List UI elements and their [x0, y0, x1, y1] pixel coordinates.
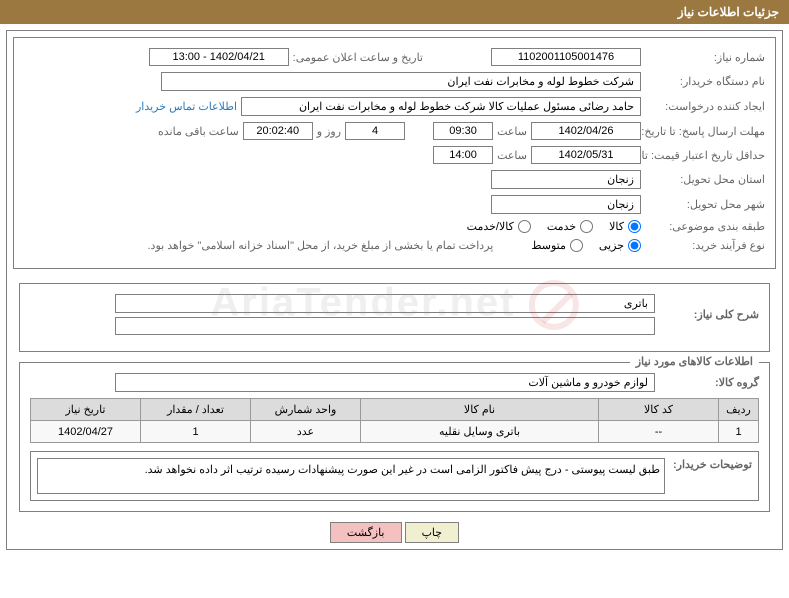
buyer-org-value: شرکت خطوط لوله و مخابرات نفت ایران: [161, 72, 641, 91]
row-process-type: نوع فرآیند خرید: جزیی متوسط پرداخت تمام …: [24, 239, 765, 252]
td-code: --: [599, 421, 719, 443]
contact-link[interactable]: اطلاعات تماس خریدار: [136, 100, 237, 113]
td-name: باتری وسایل نقلیه: [361, 421, 599, 443]
button-bar: چاپ بازگشت: [13, 522, 776, 543]
th-unit: واحد شمارش: [251, 399, 361, 421]
goods-info-title: اطلاعات کالاهای مورد نیاز: [630, 355, 759, 368]
th-row: ردیف: [719, 399, 759, 421]
remaining-time-value: 20:02:40: [243, 122, 313, 140]
row-delivery-city: شهر محل تحویل: زنجان: [24, 195, 765, 214]
radio-service[interactable]: خدمت: [547, 220, 593, 233]
buyer-org-label: نام دستگاه خریدار:: [645, 75, 765, 88]
days-count-value: 4: [345, 122, 405, 140]
table-header-row: ردیف کد کالا نام کالا واحد شمارش تعداد /…: [31, 399, 759, 421]
announce-datetime-label: تاریخ و ساعت اعلان عمومی:: [293, 51, 423, 64]
table-row: 1 -- باتری وسایل نقلیه عدد 1 1402/04/27: [31, 421, 759, 443]
radio-goods-input[interactable]: [628, 220, 641, 233]
main-form: شماره نیاز: 1102001105001476 تاریخ و ساع…: [13, 37, 776, 269]
price-validity-time-value: 14:00: [433, 146, 493, 164]
time-label-1: ساعت: [497, 125, 527, 138]
goods-table: ردیف کد کالا نام کالا واحد شمارش تعداد /…: [30, 398, 759, 443]
general-desc-section: شرح کلی نیاز: باتری: [19, 283, 770, 352]
buyer-notes-content: طبق لیست پیوستی - درج پیش فاکتور الزامی …: [37, 458, 665, 494]
th-qty: تعداد / مقدار: [141, 399, 251, 421]
process-radio-group: جزیی متوسط: [531, 239, 641, 252]
days-and-label: روز و: [317, 125, 341, 138]
radio-small[interactable]: جزیی: [599, 239, 641, 252]
response-time-value: 09:30: [433, 122, 493, 140]
goods-group-label: گروه کالا:: [659, 376, 759, 389]
delivery-city-label: شهر محل تحویل:: [645, 198, 765, 211]
radio-goods-service-label: کالا/خدمت: [467, 220, 514, 233]
td-date: 1402/04/27: [31, 421, 141, 443]
radio-service-input[interactable]: [580, 220, 593, 233]
back-button[interactable]: بازگشت: [330, 522, 402, 543]
radio-medium[interactable]: متوسط: [531, 239, 583, 252]
radio-medium-input[interactable]: [570, 239, 583, 252]
goods-group-value: لوازم خودرو و ماشین آلات: [115, 373, 655, 392]
time-label-2: ساعت: [497, 149, 527, 162]
radio-goods-service[interactable]: کالا/خدمت: [467, 220, 531, 233]
delivery-province-label: استان محل تحویل:: [645, 173, 765, 186]
delivery-province-value: زنجان: [491, 170, 641, 189]
remaining-label: ساعت باقی مانده: [158, 125, 239, 138]
price-validity-label: حداقل تاریخ اعتبار قیمت: تا تاریخ:: [645, 149, 765, 162]
category-label: طبقه بندی موضوعی:: [645, 220, 765, 233]
th-date: تاریخ نیاز: [31, 399, 141, 421]
requester-label: ایجاد کننده درخواست:: [645, 100, 765, 113]
page-title: جزئیات اطلاعات نیاز: [678, 5, 779, 19]
print-button[interactable]: چاپ: [405, 522, 460, 543]
general-desc-label: شرح کلی نیاز:: [659, 308, 759, 321]
outer-container: شماره نیاز: 1102001105001476 تاریخ و ساع…: [6, 30, 783, 550]
radio-small-input[interactable]: [628, 239, 641, 252]
delivery-city-value: زنجان: [491, 195, 641, 214]
need-number-value: 1102001105001476: [491, 48, 641, 66]
buyer-notes-label: توضیحات خریدار:: [673, 458, 752, 471]
row-need-number: شماره نیاز: 1102001105001476 تاریخ و ساع…: [24, 48, 765, 66]
page-header: جزئیات اطلاعات نیاز: [0, 0, 789, 24]
general-desc-extra: [115, 317, 655, 335]
row-category: طبقه بندی موضوعی: کالا خدمت کالا/خدمت: [24, 220, 765, 233]
radio-medium-label: متوسط: [531, 239, 566, 252]
radio-goods-label: کالا: [609, 220, 624, 233]
goods-info-section: اطلاعات کالاهای مورد نیاز گروه کالا: لوا…: [19, 362, 770, 512]
response-deadline-label: مهلت ارسال پاسخ: تا تاریخ:: [645, 125, 765, 138]
row-delivery-province: استان محل تحویل: زنجان: [24, 170, 765, 189]
radio-small-label: جزیی: [599, 239, 624, 252]
need-number-label: شماره نیاز:: [645, 51, 765, 64]
buyer-notes-area: توضیحات خریدار: طبق لیست پیوستی - درج پی…: [30, 451, 759, 501]
row-price-validity: حداقل تاریخ اعتبار قیمت: تا تاریخ: 1402/…: [24, 146, 765, 164]
row-requester: ایجاد کننده درخواست: حامد رضائی مسئول عم…: [24, 97, 765, 116]
th-name: نام کالا: [361, 399, 599, 421]
td-row: 1: [719, 421, 759, 443]
row-buyer-org: نام دستگاه خریدار: شرکت خطوط لوله و مخاب…: [24, 72, 765, 91]
process-type-label: نوع فرآیند خرید:: [645, 239, 765, 252]
radio-goods-service-input[interactable]: [518, 220, 531, 233]
row-general-desc: شرح کلی نیاز: باتری: [30, 294, 759, 335]
row-response-deadline: مهلت ارسال پاسخ: تا تاریخ: 1402/04/26 سا…: [24, 122, 765, 140]
radio-service-label: خدمت: [547, 220, 576, 233]
price-validity-date-value: 1402/05/31: [531, 146, 641, 164]
th-code: کد کالا: [599, 399, 719, 421]
response-date-value: 1402/04/26: [531, 122, 641, 140]
td-qty: 1: [141, 421, 251, 443]
payment-note: پرداخت تمام یا بخشی از مبلغ خرید، از محل…: [148, 239, 494, 252]
td-unit: عدد: [251, 421, 361, 443]
general-desc-value: باتری: [115, 294, 655, 313]
announce-datetime-value: 1402/04/21 - 13:00: [149, 48, 289, 66]
category-radio-group: کالا خدمت کالا/خدمت: [467, 220, 641, 233]
row-goods-group: گروه کالا: لوازم خودرو و ماشین آلات: [30, 373, 759, 392]
requester-value: حامد رضائی مسئول عملیات کالا شرکت خطوط ل…: [241, 97, 641, 116]
radio-goods[interactable]: کالا: [609, 220, 641, 233]
